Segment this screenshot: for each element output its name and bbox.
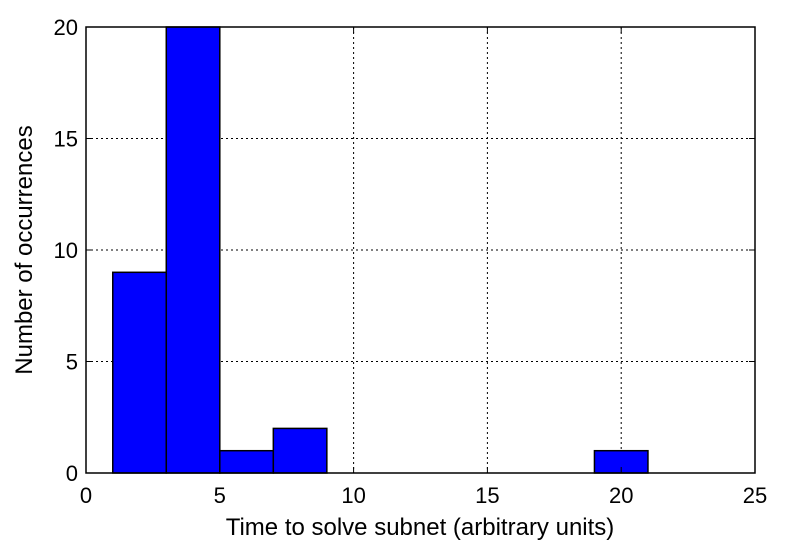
- x-tick-label: 15: [475, 483, 499, 508]
- histogram-bar: [272, 427, 328, 474]
- x-tick-label: 10: [341, 483, 365, 508]
- histogram-bars: [112, 26, 649, 474]
- y-axis-label: Number of occurrences: [11, 125, 38, 374]
- y-tick-label: 20: [54, 15, 78, 40]
- histogram-bar: [165, 26, 221, 474]
- axis-ticks: [85, 26, 756, 474]
- histogram-bar: [112, 271, 168, 474]
- y-tick-label: 0: [66, 461, 78, 486]
- y-tick-labels: 0 5 10 15 20: [54, 15, 78, 486]
- x-tick-label: 20: [609, 483, 633, 508]
- histogram-bar: [219, 449, 275, 474]
- x-tick-label: 5: [214, 483, 226, 508]
- x-tick-label: 0: [80, 483, 92, 508]
- y-tick-label: 15: [54, 127, 78, 152]
- x-tick-labels: 0 5 10 15 20 25: [80, 483, 767, 508]
- y-tick-label: 10: [54, 238, 78, 263]
- y-tick-label: 5: [66, 350, 78, 375]
- x-axis-label: Time to solve subnet (arbitrary units): [226, 514, 615, 541]
- x-tick-label: 25: [743, 483, 767, 508]
